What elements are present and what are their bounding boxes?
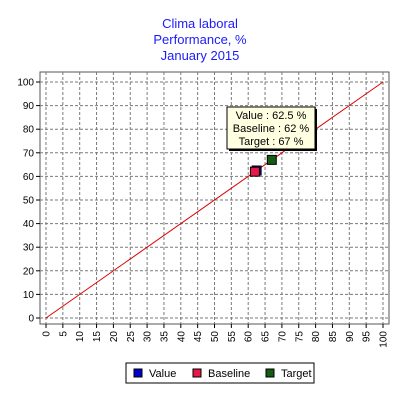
x-tick-label: 75: [294, 331, 305, 343]
legend-label-target: Target: [281, 368, 312, 380]
x-tick-label: 5: [58, 331, 69, 337]
x-tick-label: 80: [311, 331, 322, 343]
x-tick-label: 100: [379, 331, 390, 348]
x-tick-label: 45: [193, 331, 204, 343]
y-tick-label: 0: [28, 314, 34, 325]
x-tick-label: 95: [362, 331, 373, 343]
y-tick-label: 10: [23, 290, 35, 301]
title-line-1: Clima laboral: [162, 16, 238, 31]
x-axis-ticks: 0 5 10 15 20 25 30 35 40 45 50 55 60 65 70 75 80 85 90 95 10…: [42, 324, 390, 348]
x-tick-label: 70: [277, 331, 288, 343]
legend-label-value: Value: [149, 368, 176, 380]
marker-baseline[interactable]: [250, 167, 259, 176]
x-tick-label: 55: [227, 331, 238, 343]
x-tick-label: 40: [176, 331, 187, 343]
x-tick-label: 35: [159, 331, 170, 343]
x-tick-label: 20: [109, 331, 120, 343]
x-tick-label: 15: [92, 331, 103, 343]
y-tick-label: 80: [23, 125, 35, 136]
y-tick-label: 60: [23, 172, 35, 183]
legend-swatch-target: [266, 369, 274, 377]
tooltip: Value : 62.5 %Baseline : 62 %Target : 67…: [227, 107, 317, 151]
x-tick-label: 0: [42, 331, 53, 337]
x-tick-label: 50: [210, 331, 221, 343]
x-tick-label: 85: [328, 331, 339, 343]
legend-label-baseline: Baseline: [208, 368, 250, 380]
y-tick-label: 40: [23, 219, 35, 230]
x-tick-label: 25: [126, 331, 137, 343]
y-axis-ticks: 0 10 20 30 40 50 60 70 80 90 100: [17, 78, 40, 325]
tooltip-line-3: Target : 67 %: [239, 136, 304, 148]
y-tick-label: 100: [17, 78, 34, 89]
tooltip-line-2: Baseline : 62 %: [233, 123, 310, 135]
y-tick-label: 70: [23, 148, 35, 159]
legend-swatch-baseline: [193, 369, 201, 377]
y-tick-label: 30: [23, 243, 35, 254]
title-line-2: Performance, %: [153, 32, 247, 47]
x-tick-label: 90: [345, 331, 356, 343]
y-tick-label: 50: [23, 196, 35, 207]
x-tick-label: 60: [244, 331, 255, 343]
y-tick-label: 90: [23, 101, 35, 112]
marker-target[interactable]: [267, 155, 276, 164]
y-tick-label: 20: [23, 266, 35, 277]
x-tick-label: 10: [75, 331, 86, 343]
title-line-3: January 2015: [161, 48, 240, 63]
legend: Value Baseline Target: [126, 363, 314, 383]
tooltip-line-1: Value : 62.5 %: [236, 110, 307, 122]
legend-swatch-value: [134, 369, 142, 377]
x-tick-label: 30: [143, 331, 154, 343]
x-tick-label: 65: [261, 331, 272, 343]
